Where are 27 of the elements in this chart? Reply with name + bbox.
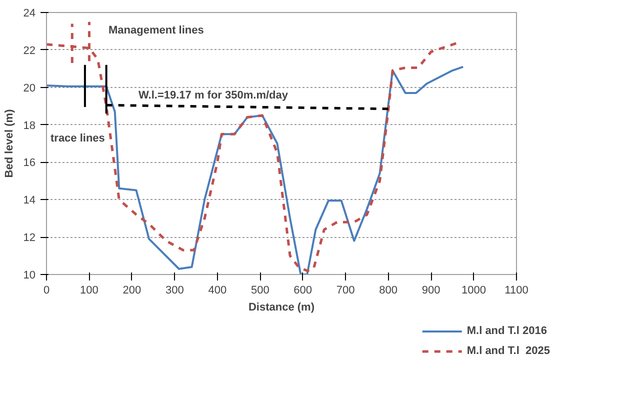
x-tick-label: 900 — [422, 284, 440, 296]
x-tick-label: 100 — [80, 284, 98, 296]
y-tick-label: 14 — [23, 194, 36, 207]
x-tick-label: 1000 — [462, 284, 486, 296]
y-tick-label: 18 — [23, 120, 36, 132]
x-tick-label: 400 — [208, 284, 227, 296]
annotation: W.l.=19.17 m for 350m.m/day — [138, 90, 289, 102]
x-tick-label: 200 — [122, 284, 142, 296]
x-tick-label: 1100 — [504, 284, 528, 296]
legend-label: M.l and T.l 2025 — [466, 345, 550, 357]
y-tick-label: 16 — [23, 157, 36, 170]
annotation: Management lines — [108, 24, 204, 36]
x-tick-label: 600 — [294, 284, 312, 296]
y-tick-label: 10 — [23, 270, 36, 282]
y-axis-title: Bed level (m) — [3, 108, 16, 178]
y-tick-label: 12 — [23, 232, 36, 244]
y-tick-label: 20 — [23, 82, 36, 94]
x-axis-title: Distance (m) — [248, 302, 315, 314]
x-tick-label: 300 — [166, 284, 184, 296]
annotation: trace lines — [50, 132, 105, 144]
x-tick-label: 500 — [250, 284, 270, 296]
x-tick-label: 800 — [379, 284, 398, 296]
y-tick-label: 22 — [23, 44, 36, 57]
x-tick-label: 0 — [43, 284, 50, 296]
y-tick-label: 24 — [23, 8, 36, 20]
x-tick-label: 700 — [336, 284, 355, 296]
legend-label: M.l and T.l 2016 — [466, 325, 547, 337]
